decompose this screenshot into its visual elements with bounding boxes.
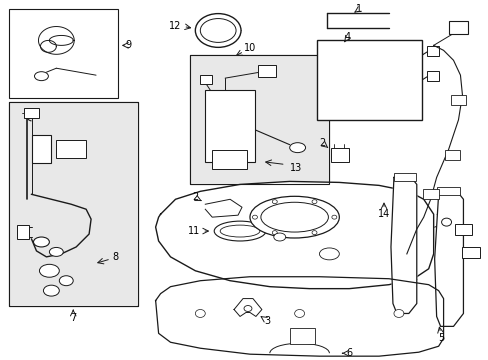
FancyBboxPatch shape: [257, 65, 275, 77]
Ellipse shape: [40, 264, 59, 277]
FancyBboxPatch shape: [289, 328, 314, 344]
FancyBboxPatch shape: [444, 150, 460, 159]
FancyBboxPatch shape: [10, 103, 137, 305]
FancyBboxPatch shape: [436, 187, 460, 195]
Ellipse shape: [294, 310, 304, 318]
Ellipse shape: [35, 72, 48, 81]
Text: 4: 4: [344, 32, 349, 42]
Ellipse shape: [311, 200, 316, 204]
FancyBboxPatch shape: [9, 9, 118, 98]
Text: 8: 8: [113, 252, 119, 262]
FancyBboxPatch shape: [31, 135, 51, 163]
Text: 1: 1: [355, 4, 362, 14]
FancyBboxPatch shape: [422, 189, 438, 199]
Ellipse shape: [441, 218, 450, 226]
Text: 2: 2: [319, 138, 325, 148]
Ellipse shape: [252, 215, 257, 219]
FancyBboxPatch shape: [462, 247, 479, 258]
Ellipse shape: [49, 247, 63, 256]
Ellipse shape: [220, 225, 259, 237]
Ellipse shape: [393, 310, 403, 318]
FancyBboxPatch shape: [426, 71, 438, 81]
Ellipse shape: [319, 248, 339, 260]
Polygon shape: [205, 199, 242, 217]
Ellipse shape: [214, 221, 265, 241]
Ellipse shape: [331, 215, 336, 219]
Polygon shape: [390, 175, 416, 314]
Polygon shape: [155, 181, 433, 289]
FancyBboxPatch shape: [9, 102, 138, 306]
Ellipse shape: [261, 202, 328, 232]
FancyBboxPatch shape: [449, 95, 466, 105]
Ellipse shape: [273, 233, 285, 241]
Ellipse shape: [249, 196, 339, 238]
Ellipse shape: [244, 306, 251, 311]
Ellipse shape: [195, 310, 205, 318]
FancyBboxPatch shape: [331, 148, 348, 162]
Ellipse shape: [34, 237, 49, 247]
Text: 3: 3: [264, 316, 270, 327]
Ellipse shape: [43, 285, 59, 296]
FancyBboxPatch shape: [426, 46, 438, 56]
Text: 5: 5: [438, 333, 444, 343]
FancyBboxPatch shape: [17, 225, 28, 239]
FancyBboxPatch shape: [447, 21, 468, 35]
FancyBboxPatch shape: [393, 174, 415, 181]
Text: 11: 11: [188, 226, 200, 236]
FancyBboxPatch shape: [200, 75, 212, 84]
Ellipse shape: [59, 276, 73, 286]
Text: 10: 10: [244, 43, 256, 53]
Polygon shape: [155, 277, 443, 356]
FancyBboxPatch shape: [212, 150, 246, 170]
Polygon shape: [234, 298, 262, 316]
Ellipse shape: [311, 231, 316, 235]
Text: 7: 7: [70, 314, 76, 323]
Ellipse shape: [272, 200, 277, 204]
Text: 14: 14: [377, 209, 389, 219]
Ellipse shape: [200, 19, 236, 42]
Text: 2: 2: [192, 192, 198, 202]
FancyBboxPatch shape: [23, 108, 40, 118]
Ellipse shape: [289, 143, 305, 153]
FancyBboxPatch shape: [317, 40, 421, 120]
FancyBboxPatch shape: [190, 55, 329, 184]
FancyBboxPatch shape: [453, 224, 471, 235]
Ellipse shape: [272, 231, 277, 235]
Polygon shape: [434, 189, 463, 327]
Text: 12: 12: [169, 21, 182, 31]
Text: 6: 6: [346, 348, 351, 358]
Ellipse shape: [195, 14, 241, 48]
Text: 9: 9: [125, 40, 132, 50]
FancyBboxPatch shape: [205, 90, 254, 162]
Text: 13: 13: [289, 162, 301, 172]
FancyBboxPatch shape: [191, 56, 328, 183]
FancyBboxPatch shape: [56, 140, 86, 158]
